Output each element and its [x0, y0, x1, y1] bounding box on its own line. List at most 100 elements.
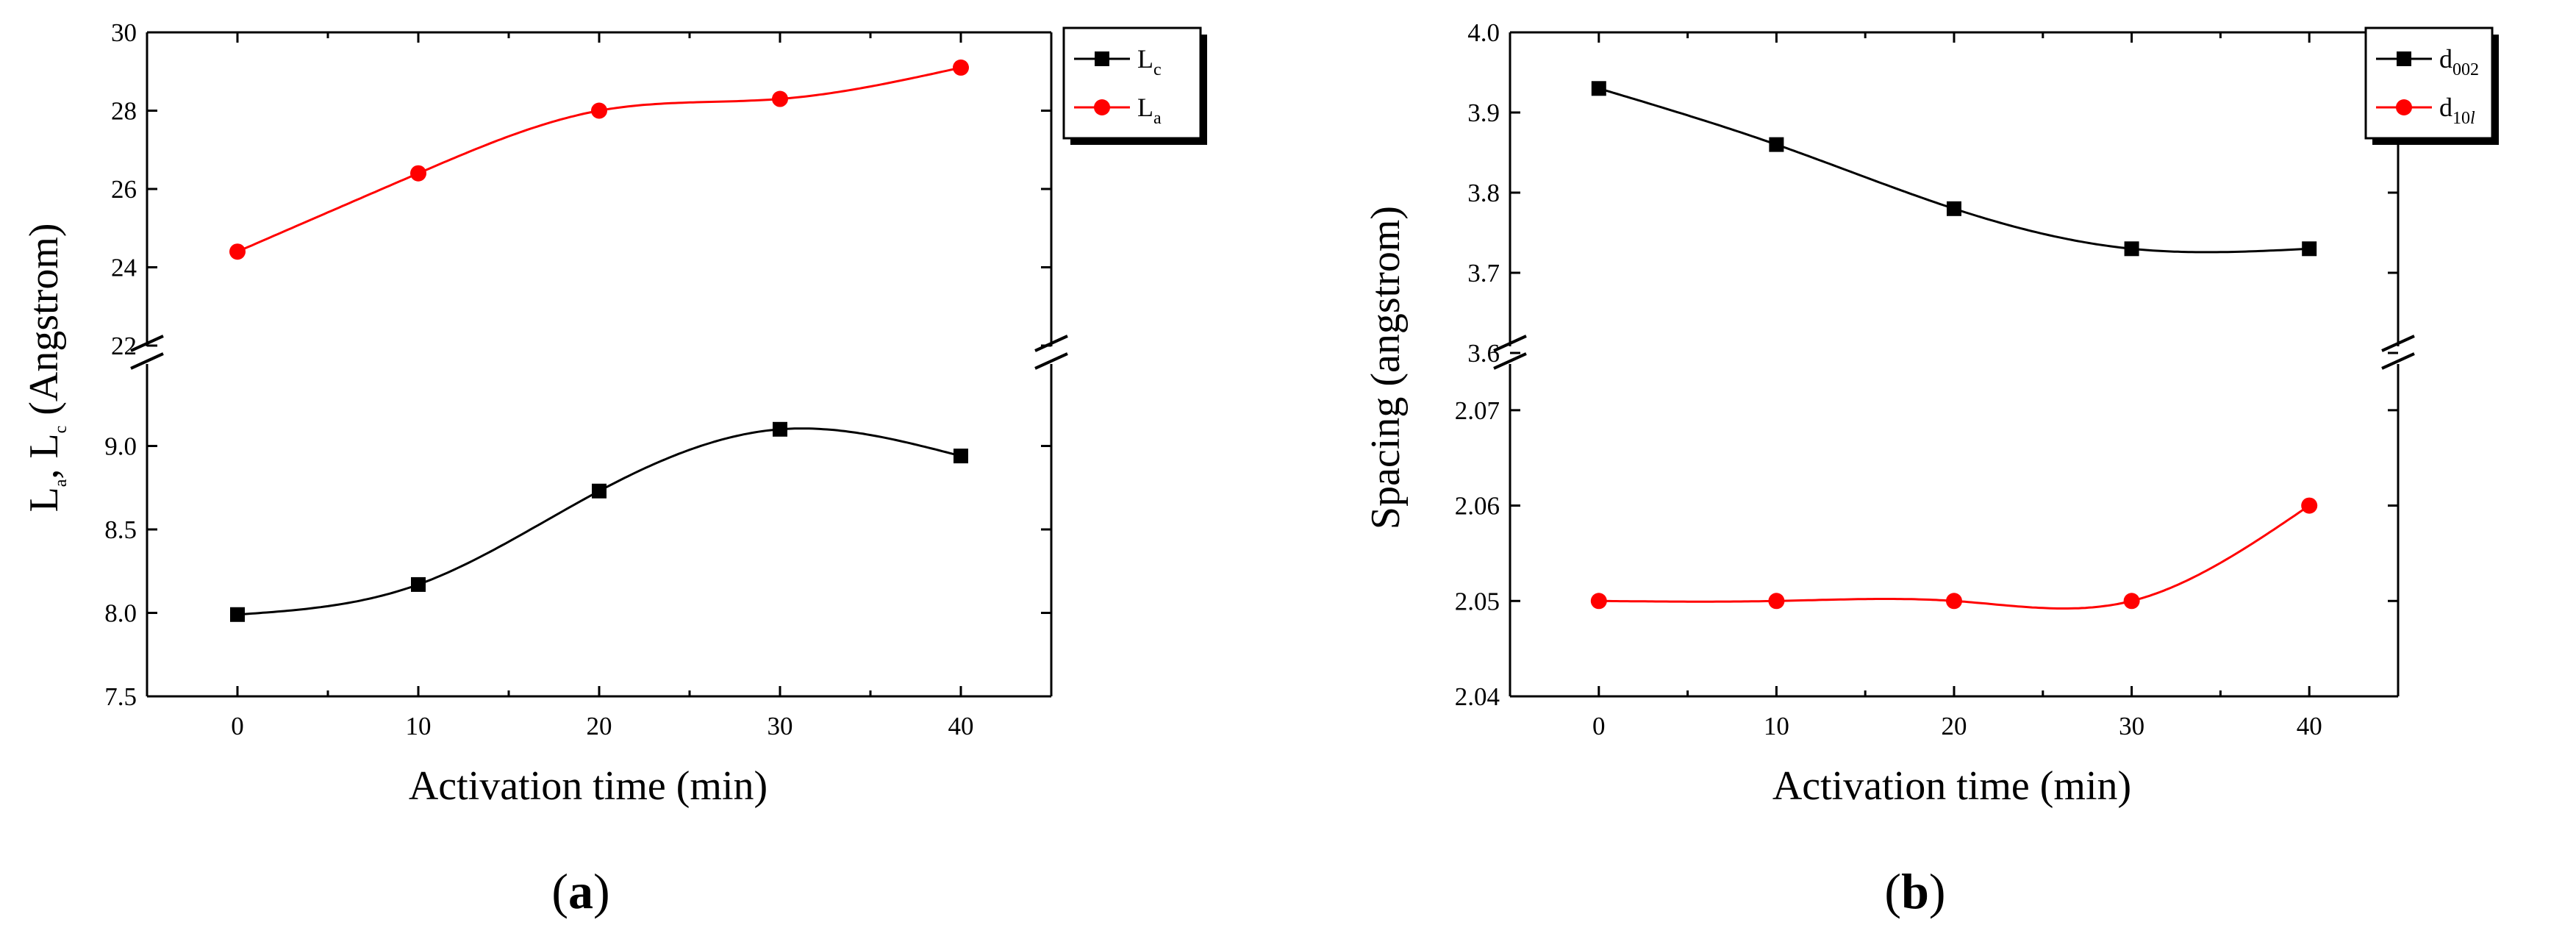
data-point-La [591, 102, 607, 119]
y-axis-title-sub: c [51, 426, 71, 434]
x-axis-ticks [1509, 32, 2400, 696]
y-axis-title-sub: a [51, 479, 71, 487]
x-axis-title: Activation time (min) [409, 763, 768, 809]
y-axis-ticks [147, 31, 1051, 698]
y-tick-label-lower: 2.06 [1455, 492, 1500, 521]
y-axis-title-group: Spacing (angstrom) [1363, 206, 1409, 529]
series-d002 [1591, 81, 2317, 257]
y-tick-label-upper: 24 [111, 254, 137, 282]
y-tick-label-lower: 7.5 [104, 682, 137, 711]
data-point-d002 [2124, 241, 2139, 257]
data-point-Lc [954, 449, 968, 464]
legend-label-Lc: Lc [1137, 44, 1162, 79]
series-d10l [1590, 497, 2318, 610]
legend-label-main: d [2439, 93, 2452, 122]
y-tick-label-lower: 9.0 [104, 432, 137, 461]
y-tick-label-upper: 4.0 [1467, 18, 1500, 47]
data-point-d10l [1590, 593, 1607, 610]
y-tick-label-upper: 3.6 [1467, 339, 1500, 368]
data-point-La [410, 165, 426, 182]
y-tick-label-upper: 3.9 [1467, 99, 1500, 127]
y-axis-title-text: Spacing (angstrom) [1363, 206, 1409, 529]
legend-label-sub: c [1153, 60, 1162, 79]
series-line-La [237, 66, 962, 253]
series-La [229, 59, 969, 260]
data-point-d10l [1768, 593, 1785, 610]
panel-label: (a) [551, 863, 609, 919]
y-tick-label-lower: 2.07 [1455, 396, 1500, 425]
break-mark-left-top [1493, 335, 1527, 352]
axis-break-marks [130, 335, 1068, 370]
y-axis-title: La, Lc (Angstrom) [21, 223, 71, 512]
x-tick-label: 40 [2297, 712, 2322, 740]
panel-label-close: ) [1929, 863, 1946, 919]
y-tick-label-upper: 26 [111, 175, 137, 204]
panel-label-open: ( [551, 863, 568, 919]
panel-label-open: ( [1884, 863, 1901, 919]
data-point-Lc [230, 607, 245, 622]
panel-label-letter: b [1901, 863, 1929, 919]
break-mark-right-bottom [2381, 352, 2415, 370]
data-point-d002 [1947, 201, 1961, 216]
legend-marker-d002 [2397, 51, 2411, 66]
x-axis-tick-labels: 0 10 20 30 40 [231, 712, 973, 740]
y-tick-label-upper: 30 [111, 18, 137, 47]
legend-label-sub: a [1153, 109, 1162, 128]
series-Lc [230, 421, 968, 622]
legend-label-main: d [2439, 44, 2452, 74]
legend-label-d10l: d10l [2439, 93, 2475, 128]
x-tick-label: 40 [948, 712, 974, 740]
y-axis-title: Spacing (angstrom) [1363, 206, 1409, 529]
y-tick-label-upper: 3.7 [1467, 259, 1500, 288]
x-tick-label: 20 [1942, 712, 1967, 740]
break-mark-right-top [1034, 335, 1068, 352]
y-tick-label-upper: 3.8 [1467, 179, 1500, 207]
x-axis-title: Activation time (min) [1772, 763, 2131, 809]
y-tick-label-lower: 8.0 [104, 599, 137, 628]
legend: d002 d10l [2364, 26, 2499, 145]
series-line-Lc [237, 427, 962, 616]
x-tick-label: 10 [1764, 712, 1789, 740]
legend-label-main: L [1137, 93, 1153, 122]
panel-label-letter: a [568, 863, 593, 919]
y-axis-title-part: (Angstrom) [21, 223, 67, 425]
y-tick-label-upper: 28 [111, 97, 137, 126]
data-point-Lc [773, 421, 787, 437]
y-tick-label-lower: 2.05 [1455, 587, 1500, 615]
legend-label-d002: d002 [2439, 44, 2479, 79]
data-point-La [953, 59, 969, 76]
legend-label-sub: 002 [2452, 60, 2479, 79]
plot-frame [146, 31, 1053, 698]
data-point-d002 [2302, 241, 2317, 257]
legend-box [1062, 26, 1202, 140]
axis-break-marks [1493, 335, 2415, 370]
data-point-La [772, 90, 788, 107]
x-axis-tick-labels: 0 10 20 30 40 [1592, 712, 2322, 740]
data-point-d002 [1769, 137, 1784, 152]
y-tick-label-upper: 22 [111, 332, 137, 360]
y-axis-title-group: La, Lc (Angstrom) [21, 223, 71, 512]
x-tick-label: 0 [1592, 712, 1606, 740]
y-axis-tick-labels: 3.6 3.7 3.8 3.9 4.0 2.04 2.05 2.06 2.07 [1455, 18, 1500, 711]
y-axis-title-part: L [21, 487, 67, 512]
legend-marker-La [1094, 99, 1110, 115]
panel-b: 0 10 20 30 40 3.6 3.7 3.8 3.9 4.0 2.04 2.05 2.06 2.07… [1363, 18, 2499, 919]
data-point-Lc [411, 576, 426, 592]
break-mark-right-top [2381, 335, 2415, 352]
series-line-d002 [1598, 87, 2310, 254]
legend-label-main: L [1137, 44, 1153, 74]
y-tick-label-lower: 2.04 [1455, 682, 1500, 711]
legend-label-La: La [1137, 93, 1162, 128]
legend-marker-d10l [2396, 99, 2412, 115]
legend-box [2364, 26, 2494, 140]
legend-marker-Lc [1095, 51, 1109, 66]
x-tick-label: 10 [406, 712, 432, 740]
legend-label-sub-italic: l [2470, 109, 2475, 128]
panel-label-close: ) [593, 863, 610, 919]
y-axis-tick-labels: 22 24 26 28 30 7.5 8.0 8.5 9.0 [104, 18, 137, 711]
data-point-d002 [1591, 81, 1606, 96]
x-tick-label: 0 [231, 712, 244, 740]
data-point-La [229, 243, 246, 260]
